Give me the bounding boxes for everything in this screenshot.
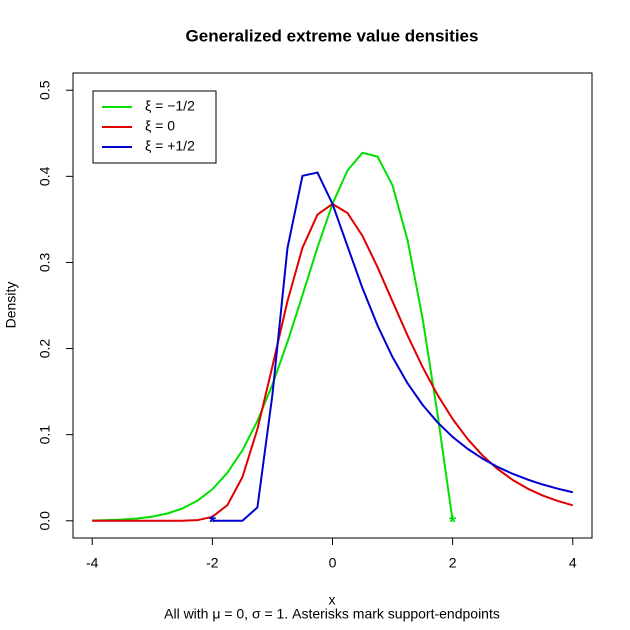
x-tick-label: 4	[569, 555, 577, 571]
x-axis-label: x	[329, 592, 336, 608]
density-line	[212, 171, 574, 522]
legend-label: ξ = +1/2	[145, 138, 195, 154]
x-tick-label: 2	[449, 555, 457, 571]
endpoint-asterisk: *	[449, 513, 456, 533]
y-axis-label: Density	[3, 282, 19, 329]
legend-label: ξ = −1/2	[145, 98, 195, 114]
y-tick-label: 0.4	[37, 166, 53, 186]
density-line	[92, 202, 574, 522]
y-tick-label: 0.0	[37, 511, 53, 531]
endpoint-asterisk: *	[209, 513, 216, 533]
legend-label: ξ = 0	[145, 118, 175, 134]
y-tick-label: 0.3	[37, 253, 53, 273]
x-tick-label: -2	[206, 555, 219, 571]
density-line	[92, 151, 454, 522]
y-tick-label: 0.5	[37, 80, 53, 100]
x-tick-label: -4	[86, 555, 99, 571]
chart-title: Generalized extreme value densities	[186, 26, 479, 45]
caption: All with μ = 0, σ = 1. Asterisks mark su…	[164, 606, 500, 622]
y-tick-label: 0.1	[37, 425, 53, 445]
y-tick-label: 0.2	[37, 339, 53, 359]
x-tick-label: 0	[329, 555, 337, 571]
